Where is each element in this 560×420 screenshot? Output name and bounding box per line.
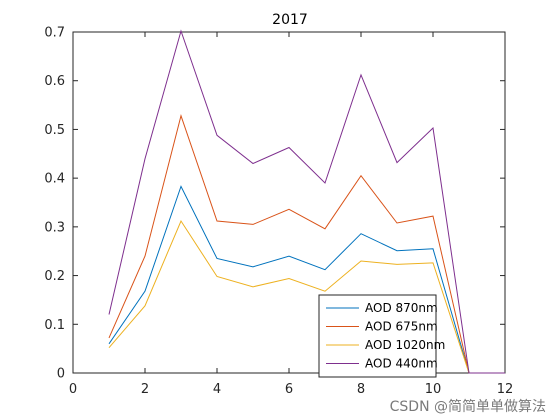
plot-area: 0 2 4 6 8 10 12 0 0.1 0.2 0.3 0.4 0.5 0.6 0.7 AOD 870nm… (44, 26, 513, 398)
y-tick-label: 0.3 (44, 220, 65, 235)
legend-label: AOD 870nm (365, 301, 438, 315)
axes-box (72, 31, 506, 374)
chart-title: 2017 (272, 12, 308, 28)
y-tick-label: 0.2 (44, 269, 65, 284)
y-tick-label: 0.1 (44, 318, 65, 333)
watermark-text: CSDN @简简单单做算法 (389, 399, 546, 415)
series-line-1 (108, 185, 505, 374)
x-tick-label: 12 (497, 382, 514, 397)
legend-label: AOD 675nm (365, 320, 438, 334)
x-tick-label: 0 (69, 382, 77, 397)
legend-label: AOD 440nm (365, 357, 438, 371)
series-line-3 (108, 219, 505, 374)
x-tick-label: 2 (141, 382, 149, 397)
series-line-2 (108, 114, 505, 374)
x-tick-label: 8 (357, 382, 365, 397)
series-line-4 (108, 29, 505, 374)
x-tick-label: 6 (285, 382, 293, 397)
y-tick-label: 0.7 (44, 26, 65, 41)
x-tick-label: 4 (213, 382, 221, 397)
legend-label: AOD 1020nm (365, 338, 445, 352)
y-tick-label: 0 (57, 367, 65, 382)
y-tick-label: 0.6 (44, 74, 65, 89)
y-tick-label: 0.5 (44, 123, 65, 138)
x-tick-label: 10 (425, 382, 442, 397)
y-tick-label: 0.4 (44, 172, 65, 187)
